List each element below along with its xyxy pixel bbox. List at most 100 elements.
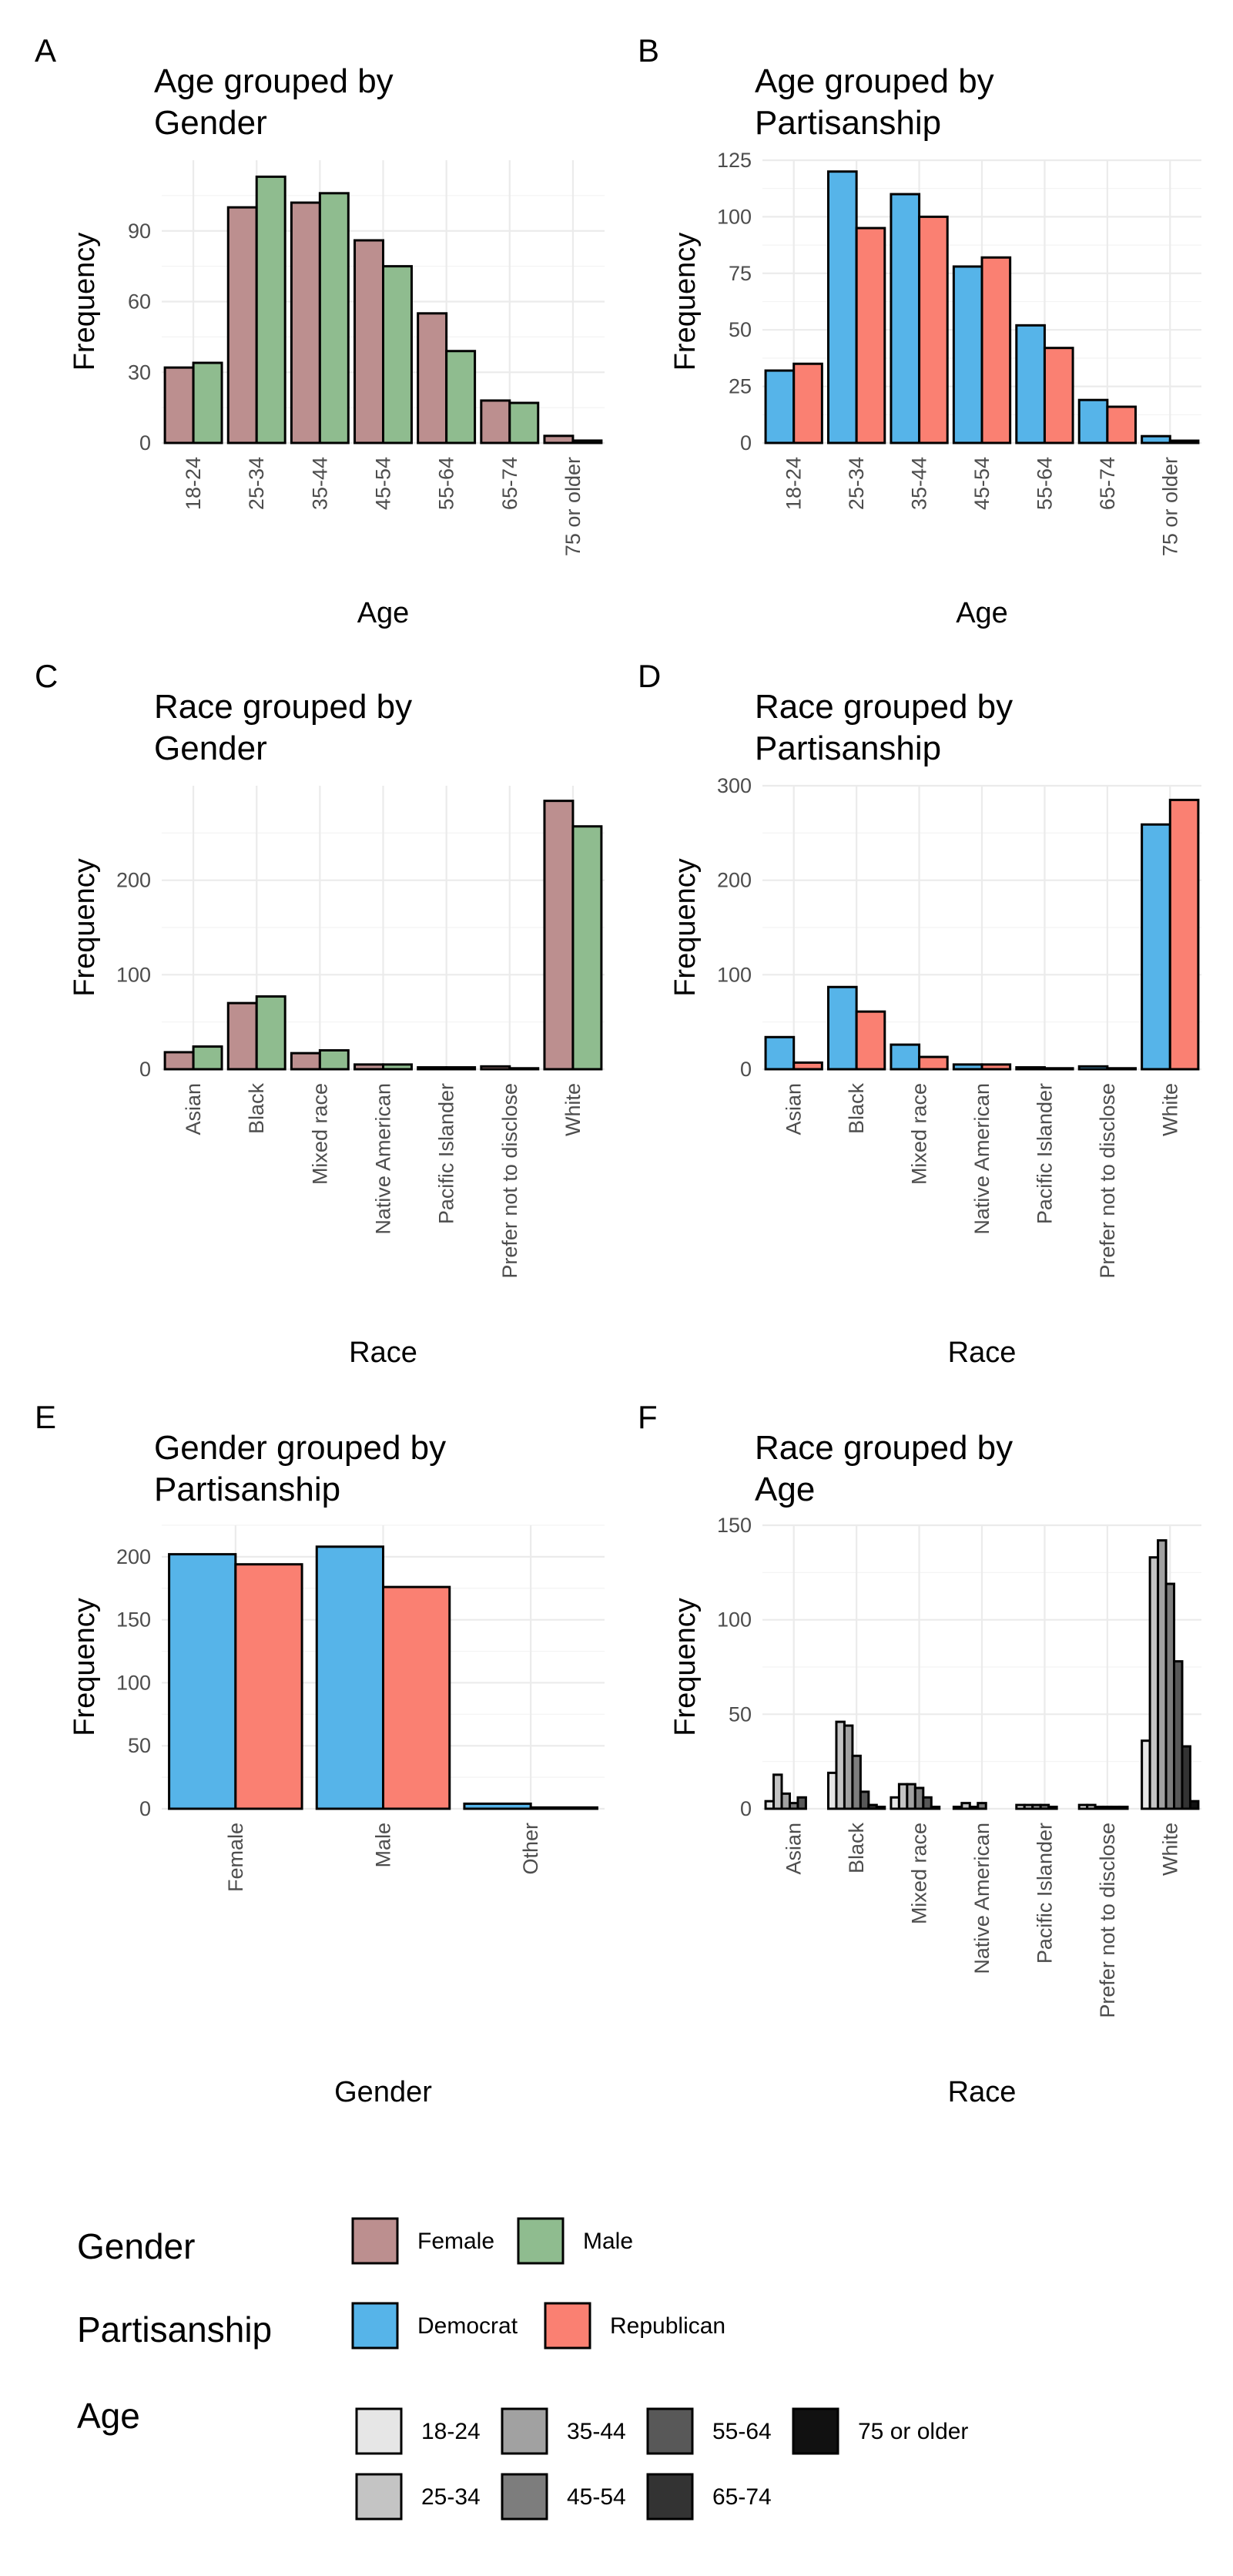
bar-c-male-0 bbox=[192, 1045, 223, 1071]
bar-b-democrat-0 bbox=[764, 369, 796, 444]
x-tick-label: Asian bbox=[182, 1083, 205, 1135]
bar-f-65-74-6 bbox=[1181, 1745, 1191, 1810]
x-tick-label: 18-24 bbox=[182, 457, 205, 510]
bar-c-male-5 bbox=[508, 1067, 540, 1071]
x-tick-label: White bbox=[1158, 1083, 1181, 1136]
bar-f-35-44-6 bbox=[1157, 1539, 1168, 1810]
bar-a-male-3 bbox=[382, 265, 413, 444]
panel-tag: E bbox=[35, 1399, 56, 1435]
bar-d-republican-3 bbox=[980, 1063, 1012, 1071]
bar-d-democrat-0 bbox=[764, 1035, 796, 1071]
y-tick-label: 0 bbox=[740, 431, 752, 454]
bar-f-45-54-6 bbox=[1164, 1582, 1176, 1810]
x-tick-label: 25-34 bbox=[845, 457, 868, 510]
y-tick-label: 0 bbox=[139, 431, 151, 454]
bar-c-female-0 bbox=[163, 1051, 195, 1071]
x-tick-label: 45-54 bbox=[372, 457, 395, 510]
panel-a: 0 30 60 90 18-24 25-34 35-44 45-54 55-64 65-74 75 … bbox=[35, 32, 605, 629]
bar-f-18-24-5 bbox=[1077, 1803, 1089, 1810]
bar-f-18-24-0 bbox=[764, 1800, 776, 1810]
bar-c-male-4 bbox=[445, 1066, 477, 1071]
chart-title: Race grouped by Gender bbox=[154, 688, 412, 767]
bar-a-female-3 bbox=[353, 239, 384, 444]
legend-key bbox=[355, 2473, 403, 2521]
y-tick-label: 0 bbox=[740, 1058, 752, 1081]
bar-d-republican-5 bbox=[1106, 1067, 1138, 1071]
bar-b-republican-1 bbox=[855, 226, 886, 444]
y-tick-label: 30 bbox=[128, 361, 151, 384]
x-tick-label: 65-74 bbox=[498, 457, 521, 510]
y-tick-label: 100 bbox=[116, 1671, 151, 1694]
bar-f-18-24-6 bbox=[1141, 1739, 1151, 1810]
bar-f-18-24-3 bbox=[952, 1806, 963, 1810]
bar-c-female-3 bbox=[353, 1063, 384, 1071]
y-tick-label: 90 bbox=[128, 220, 151, 243]
y-tick-label: 25 bbox=[729, 375, 752, 398]
panel-tag: B bbox=[638, 32, 659, 69]
bar-b-republican-0 bbox=[792, 362, 823, 444]
y-axis-title: Frequency bbox=[669, 1598, 702, 1736]
bar-b-republican-6 bbox=[1168, 439, 1200, 444]
x-tick-label: Mixed race bbox=[908, 1083, 931, 1185]
y-axis-title: Frequency bbox=[69, 1598, 101, 1736]
x-tick-label: 65-74 bbox=[1096, 457, 1119, 510]
x-tick-label: Mixed race bbox=[908, 1823, 931, 1924]
legend-title: Partisanship bbox=[77, 2309, 272, 2350]
bar-f-45-54-3 bbox=[977, 1802, 987, 1810]
panel-tag: F bbox=[638, 1399, 658, 1435]
bar-d-democrat-3 bbox=[952, 1063, 983, 1071]
y-axis-title: Frequency bbox=[69, 233, 101, 371]
x-axis-title: Age bbox=[956, 597, 1008, 629]
bar-a-male-5 bbox=[508, 401, 540, 444]
bar-d-democrat-5 bbox=[1077, 1065, 1109, 1071]
bar-a-male-2 bbox=[318, 192, 350, 444]
bar-e-democrat-1 bbox=[315, 1545, 384, 1810]
bar-f-35-44-4 bbox=[1031, 1803, 1042, 1810]
y-tick-label: 300 bbox=[717, 774, 752, 797]
bar-f-18-24-1 bbox=[827, 1771, 838, 1810]
bar-a-male-0 bbox=[192, 361, 223, 444]
bar-c-female-2 bbox=[290, 1052, 321, 1071]
x-tick-label: Pacific Islander bbox=[1033, 1823, 1056, 1964]
bar-c-male-6 bbox=[571, 825, 603, 1071]
bar-c-female-6 bbox=[543, 800, 575, 1071]
panel-f: 0 50 100 150 Asian Black Mixed race Native Amer… bbox=[638, 1399, 1201, 2108]
x-tick-label: 35-44 bbox=[308, 457, 331, 510]
legend-label: Democrat bbox=[417, 2313, 518, 2339]
x-axis-title: Gender bbox=[334, 2076, 432, 2108]
x-tick-label: Asian bbox=[782, 1823, 806, 1875]
x-tick-label: Female bbox=[224, 1823, 247, 1892]
legend-label: 55-64 bbox=[712, 2419, 772, 2444]
y-tick-label: 50 bbox=[729, 1702, 752, 1726]
bar-d-democrat-4 bbox=[1015, 1066, 1046, 1071]
legend-key bbox=[501, 2407, 548, 2455]
bar-f-25-34-5 bbox=[1086, 1803, 1097, 1810]
bar-b-democrat-1 bbox=[827, 170, 858, 444]
y-tick-label: 200 bbox=[717, 869, 752, 892]
bar-f-35-44-0 bbox=[780, 1792, 791, 1810]
bar-f-75-or-older-1 bbox=[875, 1806, 886, 1810]
bar-a-female-4 bbox=[417, 312, 448, 444]
bar-a-female-5 bbox=[480, 399, 511, 444]
bar-f-55-64-6 bbox=[1173, 1660, 1184, 1810]
y-tick-label: 60 bbox=[128, 290, 151, 314]
x-axis-title: Race bbox=[948, 1337, 1017, 1369]
bar-f-55-64-4 bbox=[1047, 1806, 1058, 1810]
legend-key bbox=[355, 2407, 403, 2455]
bar-f-35-44-1 bbox=[843, 1724, 854, 1810]
bar-f-25-34-6 bbox=[1148, 1556, 1160, 1810]
bar-a-male-1 bbox=[255, 175, 286, 444]
bar-f-35-44-3 bbox=[968, 1806, 980, 1810]
legend-label: 25-34 bbox=[421, 2484, 481, 2510]
x-axis-title: Age bbox=[357, 597, 410, 629]
panel-e: 0 50 100 150 200 Female Male Other Frequency Gend… bbox=[35, 1399, 605, 2108]
bar-f-75-or-older-6 bbox=[1188, 1800, 1200, 1810]
legend-label: Male bbox=[583, 2229, 633, 2254]
panel-d: 0 100 200 300 Asian Black Mixed race Native Ame… bbox=[638, 658, 1201, 1369]
x-tick-label: 18-24 bbox=[782, 457, 806, 510]
y-axis-title: Frequency bbox=[69, 858, 101, 997]
legend-label: Republican bbox=[610, 2313, 725, 2339]
panel-tag: D bbox=[638, 658, 661, 694]
legend-key bbox=[646, 2407, 694, 2455]
